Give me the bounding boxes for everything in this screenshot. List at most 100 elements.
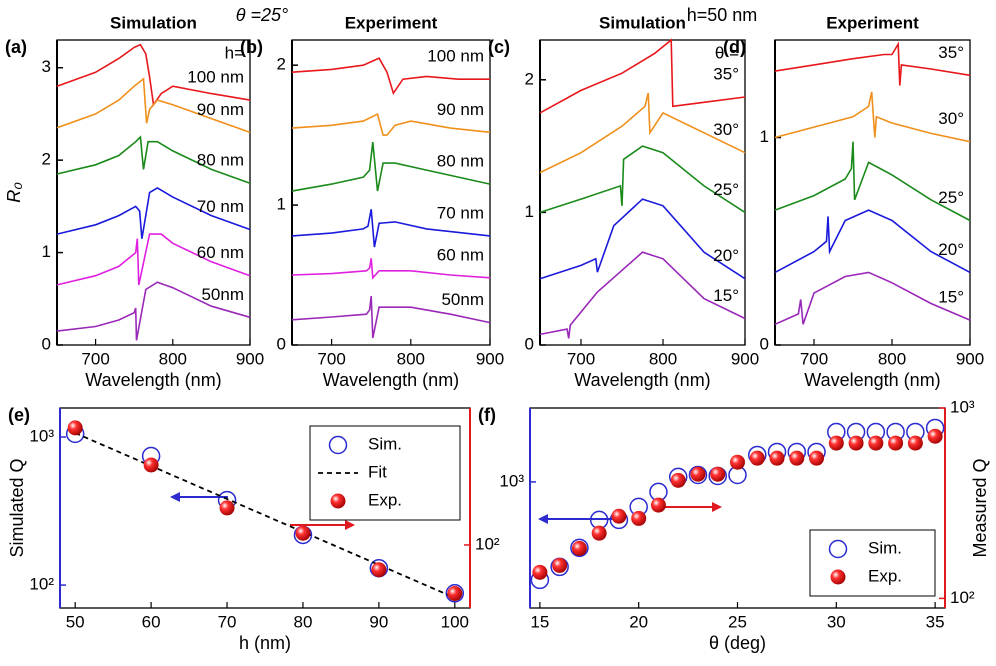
series-label: 30° bbox=[713, 120, 739, 139]
spectrum-line bbox=[56, 281, 251, 341]
y-tick-label: 10³ bbox=[29, 426, 54, 445]
x-axis-label: Wavelength (nm) bbox=[85, 370, 221, 390]
x-axis-label: Wavelength (nm) bbox=[323, 370, 459, 390]
y-tick-label: 0 bbox=[277, 334, 286, 353]
x-tick-label: 800 bbox=[649, 349, 677, 368]
panel-title: Experiment bbox=[345, 13, 438, 32]
exp-point bbox=[710, 466, 726, 482]
x-tick-label: 700 bbox=[800, 349, 828, 368]
x-tick-label: 70 bbox=[218, 612, 237, 631]
spectrum-line bbox=[539, 198, 746, 280]
exp-point bbox=[769, 450, 785, 466]
x-tick-label: 50 bbox=[66, 612, 85, 631]
series-label: 25° bbox=[938, 188, 964, 207]
x-axis-label: θ (deg) bbox=[709, 633, 766, 653]
x-tick-label: 900 bbox=[956, 349, 984, 368]
exp-point bbox=[848, 435, 864, 451]
spectrum-line bbox=[56, 43, 251, 107]
y-tick-label: 10³ bbox=[499, 471, 524, 490]
panel-title: Simulation bbox=[599, 13, 686, 32]
spectrum-line bbox=[56, 233, 251, 286]
legend-label: Exp. bbox=[368, 490, 402, 509]
legend-title: h= bbox=[225, 43, 244, 62]
exp-point bbox=[295, 525, 311, 541]
legend-label: Fit bbox=[368, 462, 387, 481]
x-tick-label: 900 bbox=[476, 349, 504, 368]
series-label: 80 nm bbox=[437, 152, 484, 171]
x-tick-label: 80 bbox=[294, 612, 313, 631]
y-tick-label: 1 bbox=[42, 242, 51, 261]
panel-label: (c) bbox=[488, 37, 510, 57]
spectrum-line bbox=[539, 92, 746, 174]
legend-label: Sim. bbox=[368, 434, 402, 453]
series-label: 60 nm bbox=[437, 245, 484, 264]
series-label: 70 nm bbox=[437, 203, 484, 222]
legend-key bbox=[328, 435, 348, 455]
x-tick-label: 15 bbox=[530, 612, 549, 631]
x-axis-label: Wavelength (nm) bbox=[574, 370, 710, 390]
legend-key bbox=[330, 493, 346, 509]
exp-point bbox=[828, 435, 844, 451]
x-tick-label: 60 bbox=[142, 612, 161, 631]
x-tick-label: 800 bbox=[159, 349, 187, 368]
exp-point bbox=[371, 562, 387, 578]
x-tick-label: 900 bbox=[236, 349, 264, 368]
exp-point bbox=[552, 557, 568, 573]
series-label: 60 nm bbox=[197, 243, 244, 262]
spectrum-line bbox=[291, 258, 491, 280]
y-tick-label: 0 bbox=[525, 334, 534, 353]
exp-point bbox=[631, 510, 647, 526]
x-tick-label: 100 bbox=[441, 612, 469, 631]
spectrum-line bbox=[539, 251, 746, 339]
series-label: 15° bbox=[713, 286, 739, 305]
exp-point bbox=[789, 450, 805, 466]
panel-label: (f) bbox=[478, 405, 496, 425]
x-tick-label: 900 bbox=[731, 349, 759, 368]
y-tick-label: 3 bbox=[42, 57, 51, 76]
series-label: 20° bbox=[713, 246, 739, 265]
y2-tick-label: 10² bbox=[475, 534, 500, 553]
legend: Sim. Exp. bbox=[809, 529, 936, 597]
panel-label: (b) bbox=[240, 37, 263, 57]
exp-point bbox=[650, 497, 666, 513]
panel-label: (a) bbox=[5, 37, 27, 57]
exp-point bbox=[143, 457, 159, 473]
x-axis-label: Wavelength (nm) bbox=[804, 370, 940, 390]
spectrum-line bbox=[291, 142, 491, 192]
fit-line bbox=[74, 432, 456, 599]
exp-point bbox=[749, 450, 765, 466]
y2-tick-label: 10³ bbox=[950, 397, 975, 416]
exp-point bbox=[219, 500, 235, 516]
panel-label: (d) bbox=[723, 37, 746, 57]
x-tick-label: 30 bbox=[827, 612, 846, 631]
exp-point bbox=[690, 466, 706, 482]
exp-point bbox=[730, 454, 745, 470]
exp-point bbox=[868, 435, 884, 451]
y-tick-label: 2 bbox=[42, 150, 51, 169]
spectrum-line bbox=[539, 145, 746, 214]
spectrum-line bbox=[56, 77, 251, 134]
exp-point bbox=[907, 435, 923, 451]
spectrum-line bbox=[291, 113, 491, 136]
spectrum-line bbox=[291, 295, 491, 339]
spectrum-line bbox=[774, 141, 971, 222]
legend-label: Exp. bbox=[868, 566, 902, 585]
panel-title: Experiment bbox=[826, 13, 919, 32]
y-tick-label: 2 bbox=[525, 69, 534, 88]
y-tick-label: 1 bbox=[760, 127, 769, 146]
y-axis-label: Simulated Q bbox=[7, 458, 27, 557]
series-label: 20° bbox=[938, 240, 964, 259]
legend-box bbox=[809, 529, 936, 597]
series-label: 25° bbox=[713, 180, 739, 199]
y2-axis-label: Measured Q bbox=[970, 458, 990, 557]
spectrum-line bbox=[774, 271, 971, 326]
exp-point bbox=[571, 540, 587, 556]
spectrum-line bbox=[774, 41, 971, 86]
series-label: 50nm bbox=[441, 290, 484, 309]
y-tick-label: 1 bbox=[277, 195, 286, 214]
y-tick-label: 2 bbox=[277, 55, 286, 74]
legend: Sim. Fit Exp. bbox=[309, 425, 461, 521]
legend-label: Sim. bbox=[868, 538, 902, 557]
sim-point bbox=[688, 465, 708, 485]
